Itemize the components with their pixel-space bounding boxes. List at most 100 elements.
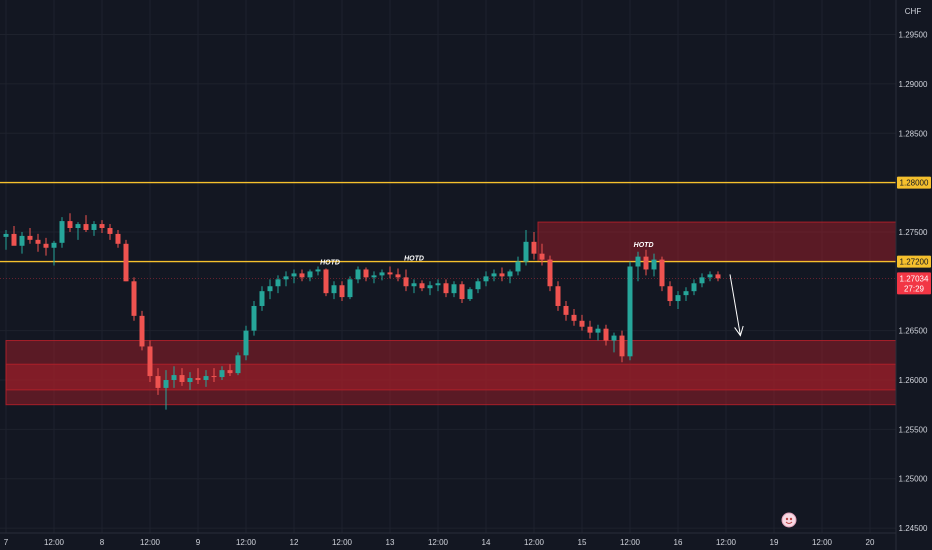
- price-tick-label: 1.26000: [899, 376, 928, 385]
- tradingview-logo-icon[interactable]: [781, 512, 797, 528]
- candle-body: [51, 242, 57, 248]
- candle-body: [483, 276, 489, 282]
- candle-body: [35, 239, 41, 244]
- candle-body: [83, 224, 89, 230]
- price-axis[interactable]: 1.29500 1.29000 1.28500 1.27500 1.26500 1.260…: [899, 31, 928, 534]
- candle-body: [523, 241, 529, 262]
- candle-body: [491, 273, 497, 277]
- candle-body: [243, 330, 249, 356]
- candle-body: [683, 291, 689, 296]
- time-tick-label: 15: [578, 538, 587, 547]
- candle-body: [355, 269, 361, 280]
- time-tick-label: 19: [770, 538, 779, 547]
- candle-body: [347, 279, 353, 298]
- candle-body: [363, 269, 369, 278]
- price-tick-label: 1.28500: [899, 129, 928, 138]
- candle-body: [507, 271, 513, 277]
- time-tick-label: 12:00: [332, 538, 353, 547]
- zone-rect[interactable]: [5, 363, 897, 391]
- candle-body: [459, 284, 465, 300]
- candle-body: [187, 378, 193, 382]
- candle-body: [419, 283, 425, 289]
- candle-body: [443, 283, 449, 294]
- candle-body: [251, 305, 257, 331]
- horizontal-levels[interactable]: [0, 181, 896, 279]
- candle-body: [659, 259, 665, 287]
- candle-body: [11, 233, 17, 246]
- annotation-label: HOTD: [320, 260, 340, 267]
- price-tick-label: 1.24500: [899, 524, 928, 533]
- candle-body: [203, 376, 209, 381]
- candle-body: [179, 375, 185, 382]
- time-tick-label: 12: [290, 538, 299, 547]
- candle-body: [91, 224, 97, 230]
- candle-body: [67, 221, 73, 229]
- level-price-tag-label: 1.28000: [900, 179, 929, 188]
- arrow-drawing[interactable]: [729, 274, 744, 337]
- candle-body: [627, 266, 633, 357]
- candle-body: [139, 315, 145, 347]
- zone-rect[interactable]: [537, 221, 897, 263]
- last-price-tag-label: 1.27034: [900, 274, 929, 283]
- candle-body: [155, 376, 161, 388]
- arrow-head[interactable]: [734, 325, 744, 337]
- candle-body: [323, 269, 329, 294]
- candle-body: [675, 295, 681, 302]
- candle-body: [555, 286, 561, 306]
- arrow-shaft[interactable]: [729, 274, 741, 336]
- candle-body: [259, 291, 265, 306]
- last-price-tag: [897, 272, 931, 295]
- candle-body: [667, 286, 673, 302]
- level-price-tag: [897, 255, 931, 268]
- candle-body: [163, 380, 169, 388]
- candle-body: [19, 235, 25, 246]
- price-tick-label: 1.27500: [899, 228, 928, 237]
- candle-body: [147, 346, 153, 377]
- candle-body: [707, 274, 713, 278]
- candle-body: [59, 221, 65, 243]
- time-tick-label: 7: [4, 538, 9, 547]
- price-tick-label: 1.25000: [899, 475, 928, 484]
- candle-body: [195, 378, 201, 381]
- candle-body: [123, 243, 129, 282]
- price-tick-label: 1.26500: [899, 327, 928, 336]
- candle-body: [451, 284, 457, 294]
- candle-body: [475, 281, 481, 290]
- candle-body: [427, 285, 433, 289]
- candle-body: [467, 289, 473, 300]
- candle-body: [115, 233, 121, 244]
- candle-body: [171, 375, 177, 381]
- candle-body: [307, 271, 313, 278]
- annotation-label: HOTD: [634, 242, 654, 249]
- candle-body: [331, 285, 337, 294]
- candle-body: [235, 355, 241, 374]
- candle-body: [395, 274, 401, 278]
- zone-rect[interactable]: [5, 340, 897, 406]
- candle-body: [611, 335, 617, 341]
- candle-body: [131, 281, 137, 316]
- time-tick-label: 9: [196, 538, 201, 547]
- candle-body: [211, 376, 217, 378]
- candle-body: [387, 272, 393, 275]
- candle-body: [691, 283, 697, 292]
- time-axis[interactable]: 7 12:00 8 12:00 9 12:00 12 12:00 13 12:00 14 12:00 1…: [4, 538, 875, 547]
- candle-body: [579, 320, 585, 327]
- time-tick-label: 12:00: [428, 538, 449, 547]
- candle-body: [499, 273, 505, 277]
- candle-body: [107, 228, 113, 234]
- candle-body: [699, 277, 705, 284]
- annotation-label: HOTD: [404, 256, 424, 263]
- candle-body: [435, 283, 441, 286]
- candle-body: [339, 285, 345, 298]
- candle-body: [539, 253, 545, 260]
- last-price-countdown: 27:29: [904, 284, 925, 293]
- candle-body: [635, 256, 641, 267]
- zones: [5, 221, 897, 406]
- candle-body: [411, 283, 417, 287]
- candle-body: [99, 224, 105, 229]
- time-tick-label: 16: [674, 538, 683, 547]
- candle-body: [563, 305, 569, 315]
